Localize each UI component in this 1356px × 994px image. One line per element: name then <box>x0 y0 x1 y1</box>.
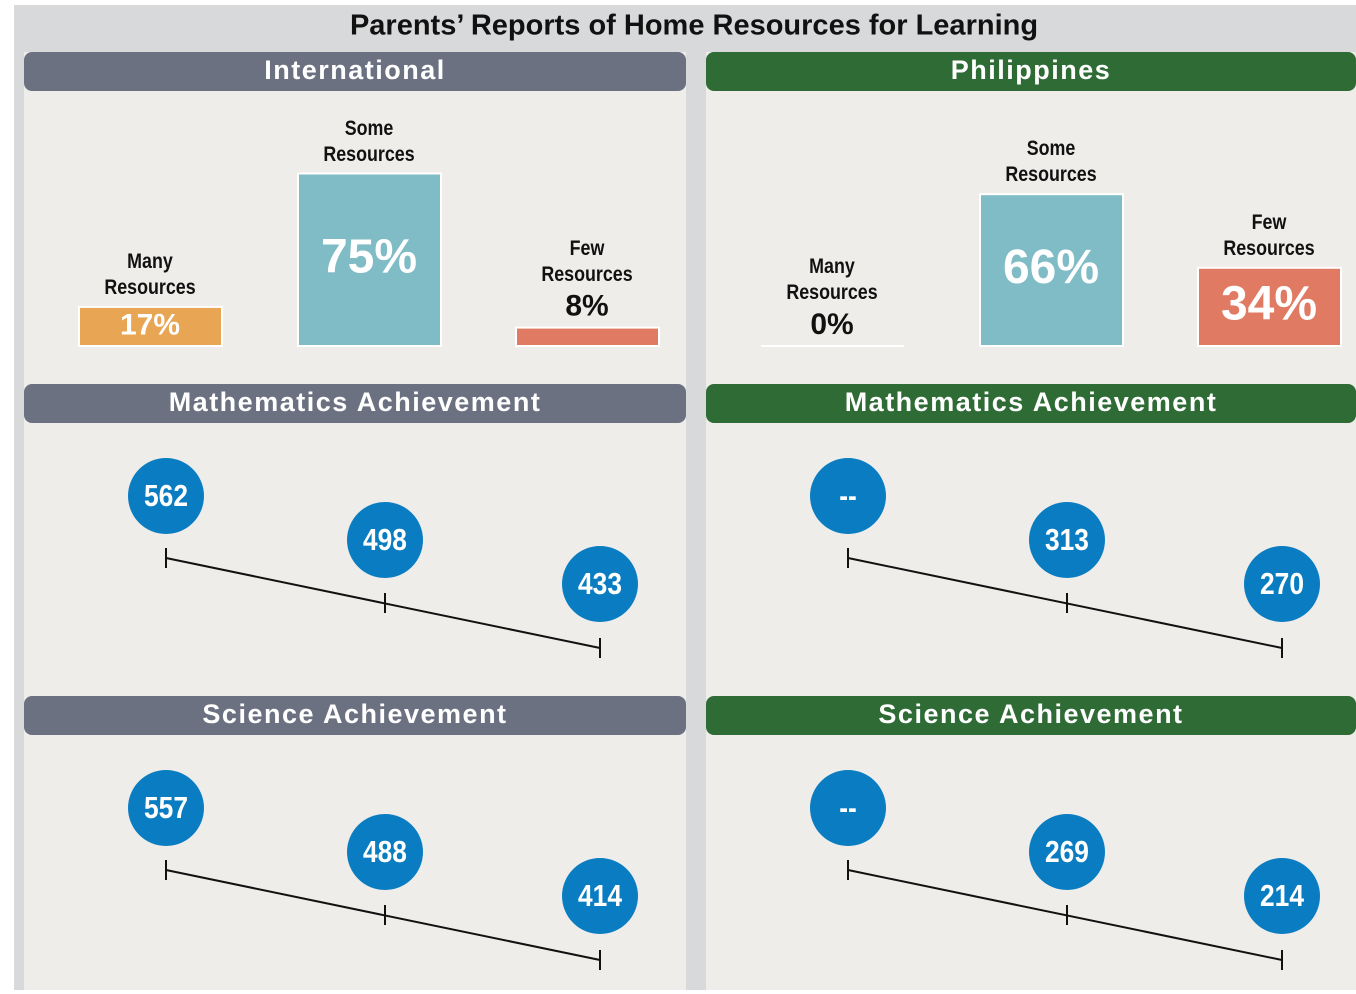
trend-line <box>847 557 1283 649</box>
score-dot <box>347 502 423 578</box>
trend-line <box>165 869 601 961</box>
bar <box>1197 266 1342 347</box>
score-label: 214 <box>1260 879 1304 913</box>
score-dot <box>810 770 886 846</box>
score-label: 270 <box>1260 567 1304 601</box>
section-header <box>706 384 1356 423</box>
category-text: Many Resources <box>786 255 878 304</box>
value-label: 0% <box>810 308 853 341</box>
page-title: Parents’ Reports of Home Resources for L… <box>350 10 1038 42</box>
value-label: 66% <box>1003 241 1099 294</box>
category-text: Some Resources <box>1005 137 1097 187</box>
score-label: 313 <box>1045 523 1089 557</box>
section-title: International <box>264 55 446 85</box>
category-text: Many Resources <box>104 249 196 299</box>
score-label: 414 <box>578 879 622 913</box>
trend-line <box>165 557 601 649</box>
score-label: 269 <box>1045 835 1089 869</box>
bar <box>979 193 1124 347</box>
section-header <box>24 52 686 91</box>
category-label: Few Resources <box>541 236 633 286</box>
trend-line <box>847 869 1283 961</box>
score-dot <box>1029 502 1105 578</box>
score-dot <box>128 770 204 846</box>
section-header <box>24 384 686 423</box>
section-header <box>24 696 686 735</box>
score-dot <box>347 814 423 890</box>
category-label: Some Resources <box>1005 137 1097 187</box>
score-label: 488 <box>363 835 407 869</box>
section-header <box>706 696 1356 735</box>
section-header <box>706 52 1356 91</box>
score-dot <box>128 458 204 534</box>
score-dot <box>562 546 638 622</box>
value-label: 17% <box>120 308 180 341</box>
section-title: Science Achievement <box>202 699 507 729</box>
section-title: Mathematics Achievement <box>169 387 542 417</box>
category-label: Few Resources <box>1223 210 1315 260</box>
score-label: -- <box>839 791 857 825</box>
score-label: 557 <box>144 791 188 825</box>
section-title: Mathematics Achievement <box>845 387 1218 417</box>
score-label: 562 <box>144 479 188 513</box>
bar <box>78 305 223 347</box>
category-label: Some Resources <box>323 116 415 166</box>
value-label: 8% <box>565 290 608 323</box>
score-label: -- <box>839 479 857 513</box>
bar <box>297 172 442 347</box>
section-title: Philippines <box>951 55 1112 85</box>
category-label: Many Resources <box>104 249 196 299</box>
section-title: Science Achievement <box>878 699 1183 729</box>
score-dot <box>1029 814 1105 890</box>
score-dot <box>562 858 638 934</box>
category-text: Some Resources <box>323 116 415 166</box>
bar <box>515 326 660 348</box>
value-label: 34% <box>1221 278 1317 331</box>
score-label: 433 <box>578 567 622 601</box>
category-label: Many Resources <box>786 255 878 304</box>
value-label: 75% <box>321 230 417 283</box>
score-dot <box>1244 546 1320 622</box>
category-text: Few Resources <box>541 236 633 286</box>
score-label: 498 <box>363 523 407 557</box>
score-dot <box>810 458 886 534</box>
category-text: Few Resources <box>1223 210 1315 260</box>
score-dot <box>1244 858 1320 934</box>
